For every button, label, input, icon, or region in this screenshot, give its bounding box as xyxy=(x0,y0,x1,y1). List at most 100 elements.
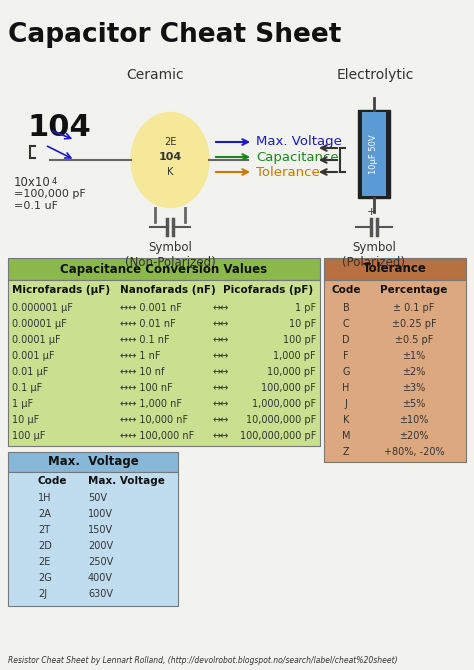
Text: Capacitance: Capacitance xyxy=(256,151,338,163)
Text: 104: 104 xyxy=(158,152,182,162)
Text: ±2%: ±2% xyxy=(402,367,426,377)
Text: 2G: 2G xyxy=(38,573,52,583)
Text: +: + xyxy=(366,207,376,217)
Text: ±1%: ±1% xyxy=(402,351,426,361)
Text: 100,000,000 pF: 100,000,000 pF xyxy=(240,431,316,441)
Text: ↔↔: ↔↔ xyxy=(213,415,229,425)
Text: 2E: 2E xyxy=(38,557,50,567)
Text: Percentage: Percentage xyxy=(380,285,447,295)
FancyBboxPatch shape xyxy=(362,112,386,196)
Text: 10 pF: 10 pF xyxy=(289,319,316,329)
Text: 100,000 pF: 100,000 pF xyxy=(261,383,316,393)
Text: Nanofarads (nF): Nanofarads (nF) xyxy=(120,285,216,295)
Text: ↔↔ 100,000 nF: ↔↔ 100,000 nF xyxy=(120,431,194,441)
Text: ↔↔: ↔↔ xyxy=(213,335,229,345)
Text: ↔↔ 0.01 nF: ↔↔ 0.01 nF xyxy=(120,319,176,329)
Text: C: C xyxy=(343,319,349,329)
Text: ±5%: ±5% xyxy=(402,399,426,409)
Text: +80%, -20%: +80%, -20% xyxy=(383,447,444,457)
Text: 10,000,000 pF: 10,000,000 pF xyxy=(246,415,316,425)
Text: 10μF 50V: 10μF 50V xyxy=(370,134,379,174)
Text: Microfarads (μF): Microfarads (μF) xyxy=(12,285,110,295)
FancyBboxPatch shape xyxy=(324,258,466,280)
Text: ↔↔: ↔↔ xyxy=(213,303,229,313)
Text: 10x10: 10x10 xyxy=(14,176,51,188)
Text: 10 μF: 10 μF xyxy=(12,415,39,425)
Text: 2E: 2E xyxy=(164,137,176,147)
Text: 0.001 μF: 0.001 μF xyxy=(12,351,55,361)
Text: ↔↔ 100 nF: ↔↔ 100 nF xyxy=(120,383,173,393)
Text: 630V: 630V xyxy=(88,589,113,599)
Text: 2J: 2J xyxy=(38,589,47,599)
Text: ↔↔ 1,000 nF: ↔↔ 1,000 nF xyxy=(120,399,182,409)
Text: 0.000001 μF: 0.000001 μF xyxy=(12,303,73,313)
Text: G: G xyxy=(342,367,350,377)
Text: 2A: 2A xyxy=(38,509,51,519)
Text: K: K xyxy=(343,415,349,425)
Text: 50V: 50V xyxy=(88,493,107,503)
Text: Max. Voltage: Max. Voltage xyxy=(256,135,342,149)
Text: Code: Code xyxy=(331,285,361,295)
Text: ± 0.1 pF: ± 0.1 pF xyxy=(393,303,435,313)
FancyBboxPatch shape xyxy=(324,280,466,462)
Text: ±3%: ±3% xyxy=(402,383,426,393)
Text: 100V: 100V xyxy=(88,509,113,519)
Text: =0.1 uF: =0.1 uF xyxy=(14,201,58,211)
Text: ↔↔ 10,000 nF: ↔↔ 10,000 nF xyxy=(120,415,188,425)
Text: M: M xyxy=(342,431,350,441)
Text: =100,000 pF: =100,000 pF xyxy=(14,189,86,199)
Text: Z: Z xyxy=(343,447,349,457)
Text: ±0.25 pF: ±0.25 pF xyxy=(392,319,436,329)
Text: F: F xyxy=(343,351,349,361)
Text: Tolerance: Tolerance xyxy=(363,263,427,275)
Text: Electrolytic: Electrolytic xyxy=(337,68,414,82)
Text: Tolerance: Tolerance xyxy=(256,165,320,178)
Text: Capacitor Cheat Sheet: Capacitor Cheat Sheet xyxy=(8,22,341,48)
Text: 1,000,000 pF: 1,000,000 pF xyxy=(252,399,316,409)
Text: 250V: 250V xyxy=(88,557,113,567)
FancyBboxPatch shape xyxy=(8,472,178,606)
Text: ±0.5 pF: ±0.5 pF xyxy=(395,335,433,345)
Text: ↔↔ 10 nf: ↔↔ 10 nf xyxy=(120,367,164,377)
Text: Max.  Voltage: Max. Voltage xyxy=(47,456,138,468)
Text: Picofarads (pF): Picofarads (pF) xyxy=(223,285,313,295)
Text: H: H xyxy=(342,383,350,393)
Text: Symbol
(Non-Polarized): Symbol (Non-Polarized) xyxy=(125,241,215,269)
Text: 0.1 μF: 0.1 μF xyxy=(12,383,42,393)
Text: K: K xyxy=(167,167,173,177)
Text: 2D: 2D xyxy=(38,541,52,551)
Text: 1H: 1H xyxy=(38,493,52,503)
Text: D: D xyxy=(342,335,350,345)
Text: 150V: 150V xyxy=(88,525,113,535)
FancyBboxPatch shape xyxy=(8,258,320,280)
Text: 200V: 200V xyxy=(88,541,113,551)
Text: 1 μF: 1 μF xyxy=(12,399,33,409)
Text: B: B xyxy=(343,303,349,313)
Text: ↔↔: ↔↔ xyxy=(213,431,229,441)
Text: 104: 104 xyxy=(28,113,92,143)
Text: ±20%: ±20% xyxy=(399,431,429,441)
Text: ↔↔: ↔↔ xyxy=(213,319,229,329)
Text: 0.0001 μF: 0.0001 μF xyxy=(12,335,61,345)
Text: Code: Code xyxy=(38,476,67,486)
Text: Capacitance Conversion Values: Capacitance Conversion Values xyxy=(61,263,267,275)
Text: ↔↔ 0.1 nF: ↔↔ 0.1 nF xyxy=(120,335,170,345)
Text: ↔↔ 1 nF: ↔↔ 1 nF xyxy=(120,351,161,361)
Text: 4: 4 xyxy=(52,177,57,186)
Text: ±10%: ±10% xyxy=(399,415,428,425)
Text: 0.01 μF: 0.01 μF xyxy=(12,367,48,377)
Text: Ceramic: Ceramic xyxy=(126,68,184,82)
Text: J: J xyxy=(345,399,347,409)
Text: ↔↔: ↔↔ xyxy=(213,351,229,361)
Text: ↔↔: ↔↔ xyxy=(213,383,229,393)
Text: 100 pF: 100 pF xyxy=(283,335,316,345)
FancyBboxPatch shape xyxy=(8,452,178,472)
Text: 1,000 pF: 1,000 pF xyxy=(273,351,316,361)
FancyBboxPatch shape xyxy=(8,280,320,446)
Ellipse shape xyxy=(131,113,209,208)
Text: ↔↔ 0.001 nF: ↔↔ 0.001 nF xyxy=(120,303,182,313)
Text: Resistor Cheat Sheet by Lennart Rolland, (http://devolrobot.blogspot.no/search/l: Resistor Cheat Sheet by Lennart Rolland,… xyxy=(8,656,398,665)
Text: ↔↔: ↔↔ xyxy=(213,399,229,409)
Text: 10,000 pF: 10,000 pF xyxy=(267,367,316,377)
Text: 100 μF: 100 μF xyxy=(12,431,46,441)
